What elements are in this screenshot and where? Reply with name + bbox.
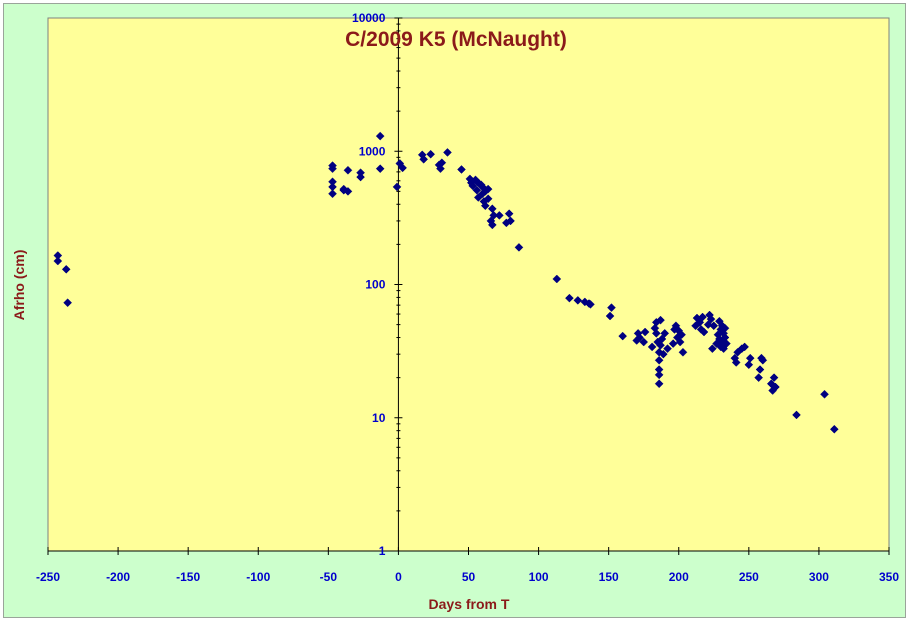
data-point bbox=[663, 344, 672, 354]
data-point bbox=[328, 164, 337, 174]
data-point bbox=[744, 360, 754, 370]
data-point bbox=[565, 293, 574, 303]
data-point bbox=[483, 194, 493, 204]
chart-title: C/2009 K5 (McNaught) bbox=[345, 28, 567, 51]
data-point bbox=[573, 296, 583, 305]
data-point bbox=[375, 131, 385, 141]
data-point bbox=[709, 321, 719, 331]
x-tick-label: 50 bbox=[462, 570, 476, 584]
data-point bbox=[755, 365, 765, 374]
data-point bbox=[436, 164, 445, 174]
plot-area bbox=[47, 17, 890, 552]
y-axis-title: Afrho (cm) bbox=[11, 250, 27, 321]
data-point bbox=[483, 184, 493, 194]
data-point bbox=[651, 328, 661, 338]
data-point bbox=[668, 339, 678, 348]
data-point bbox=[708, 344, 717, 354]
data-point bbox=[343, 187, 353, 196]
data-point bbox=[514, 243, 524, 252]
data-point bbox=[699, 327, 709, 337]
data-point bbox=[607, 303, 616, 313]
data-point bbox=[487, 220, 497, 230]
y-tick-label: 10 bbox=[372, 411, 386, 425]
x-axis-title: Days from T bbox=[429, 596, 510, 612]
y-tick-label: 100 bbox=[365, 278, 385, 292]
data-point bbox=[398, 163, 407, 173]
data-point bbox=[657, 334, 667, 344]
data-point bbox=[745, 353, 755, 363]
data-point bbox=[769, 373, 779, 382]
y-tick-label: 10000 bbox=[352, 11, 386, 25]
data-point bbox=[356, 172, 365, 182]
data-point bbox=[820, 389, 829, 399]
data-point bbox=[654, 370, 664, 380]
data-point bbox=[639, 337, 649, 347]
data-point bbox=[698, 312, 707, 322]
data-point bbox=[656, 315, 665, 325]
data-points bbox=[53, 131, 839, 434]
data-point bbox=[754, 373, 763, 382]
x-tick-label: -50 bbox=[320, 570, 338, 584]
x-tick-label: 0 bbox=[395, 570, 402, 584]
x-tick-label: 100 bbox=[529, 570, 549, 584]
x-tick-label: 350 bbox=[879, 570, 899, 584]
x-tick-label: -150 bbox=[176, 570, 200, 584]
data-point bbox=[677, 330, 686, 340]
data-point bbox=[740, 342, 749, 352]
data-point bbox=[660, 328, 670, 338]
data-point bbox=[605, 311, 615, 321]
x-tick-label: 300 bbox=[809, 570, 829, 584]
axes bbox=[47, 17, 890, 555]
data-point bbox=[656, 340, 665, 350]
data-point bbox=[328, 189, 337, 199]
data-point bbox=[443, 148, 452, 157]
data-point bbox=[480, 201, 490, 211]
data-point bbox=[343, 165, 353, 175]
data-point bbox=[722, 339, 731, 348]
data-point bbox=[654, 379, 664, 389]
data-point bbox=[375, 164, 385, 174]
data-point bbox=[771, 382, 780, 392]
data-point bbox=[675, 337, 685, 347]
data-point bbox=[552, 274, 562, 284]
data-point bbox=[658, 349, 668, 359]
data-point bbox=[640, 327, 650, 337]
data-point bbox=[506, 216, 515, 226]
data-point bbox=[678, 347, 688, 357]
data-point bbox=[494, 211, 504, 220]
x-tick-label: -200 bbox=[106, 570, 130, 584]
x-tick-label: -100 bbox=[246, 570, 270, 584]
data-point bbox=[419, 154, 429, 164]
data-point bbox=[457, 165, 466, 174]
data-point bbox=[654, 355, 664, 365]
data-point bbox=[504, 209, 514, 219]
data-point bbox=[758, 355, 768, 365]
x-tick-label: 150 bbox=[599, 570, 619, 584]
x-tick-label: 250 bbox=[739, 570, 759, 584]
data-point bbox=[61, 264, 71, 274]
y-tick-label: 1000 bbox=[359, 144, 386, 158]
data-point bbox=[426, 149, 436, 159]
tick-labels: -250 -200 -150 -100 -50 0 50 100 150 200 250 300 350… bbox=[36, 11, 899, 584]
data-point bbox=[829, 424, 839, 434]
data-point bbox=[618, 331, 628, 341]
data-point bbox=[792, 410, 801, 420]
data-point bbox=[437, 158, 447, 168]
x-tick-label: 200 bbox=[669, 570, 689, 584]
data-point bbox=[586, 299, 595, 309]
data-point bbox=[647, 342, 657, 352]
data-point bbox=[53, 256, 63, 266]
y-tick-label: 1 bbox=[379, 544, 386, 558]
data-point bbox=[392, 182, 402, 192]
data-point bbox=[472, 185, 482, 195]
data-point bbox=[635, 333, 644, 342]
data-point bbox=[63, 298, 72, 308]
data-point bbox=[706, 314, 716, 324]
data-point bbox=[468, 181, 478, 191]
x-tick-label: -250 bbox=[36, 570, 60, 584]
data-point bbox=[731, 358, 741, 367]
data-point bbox=[720, 323, 730, 333]
